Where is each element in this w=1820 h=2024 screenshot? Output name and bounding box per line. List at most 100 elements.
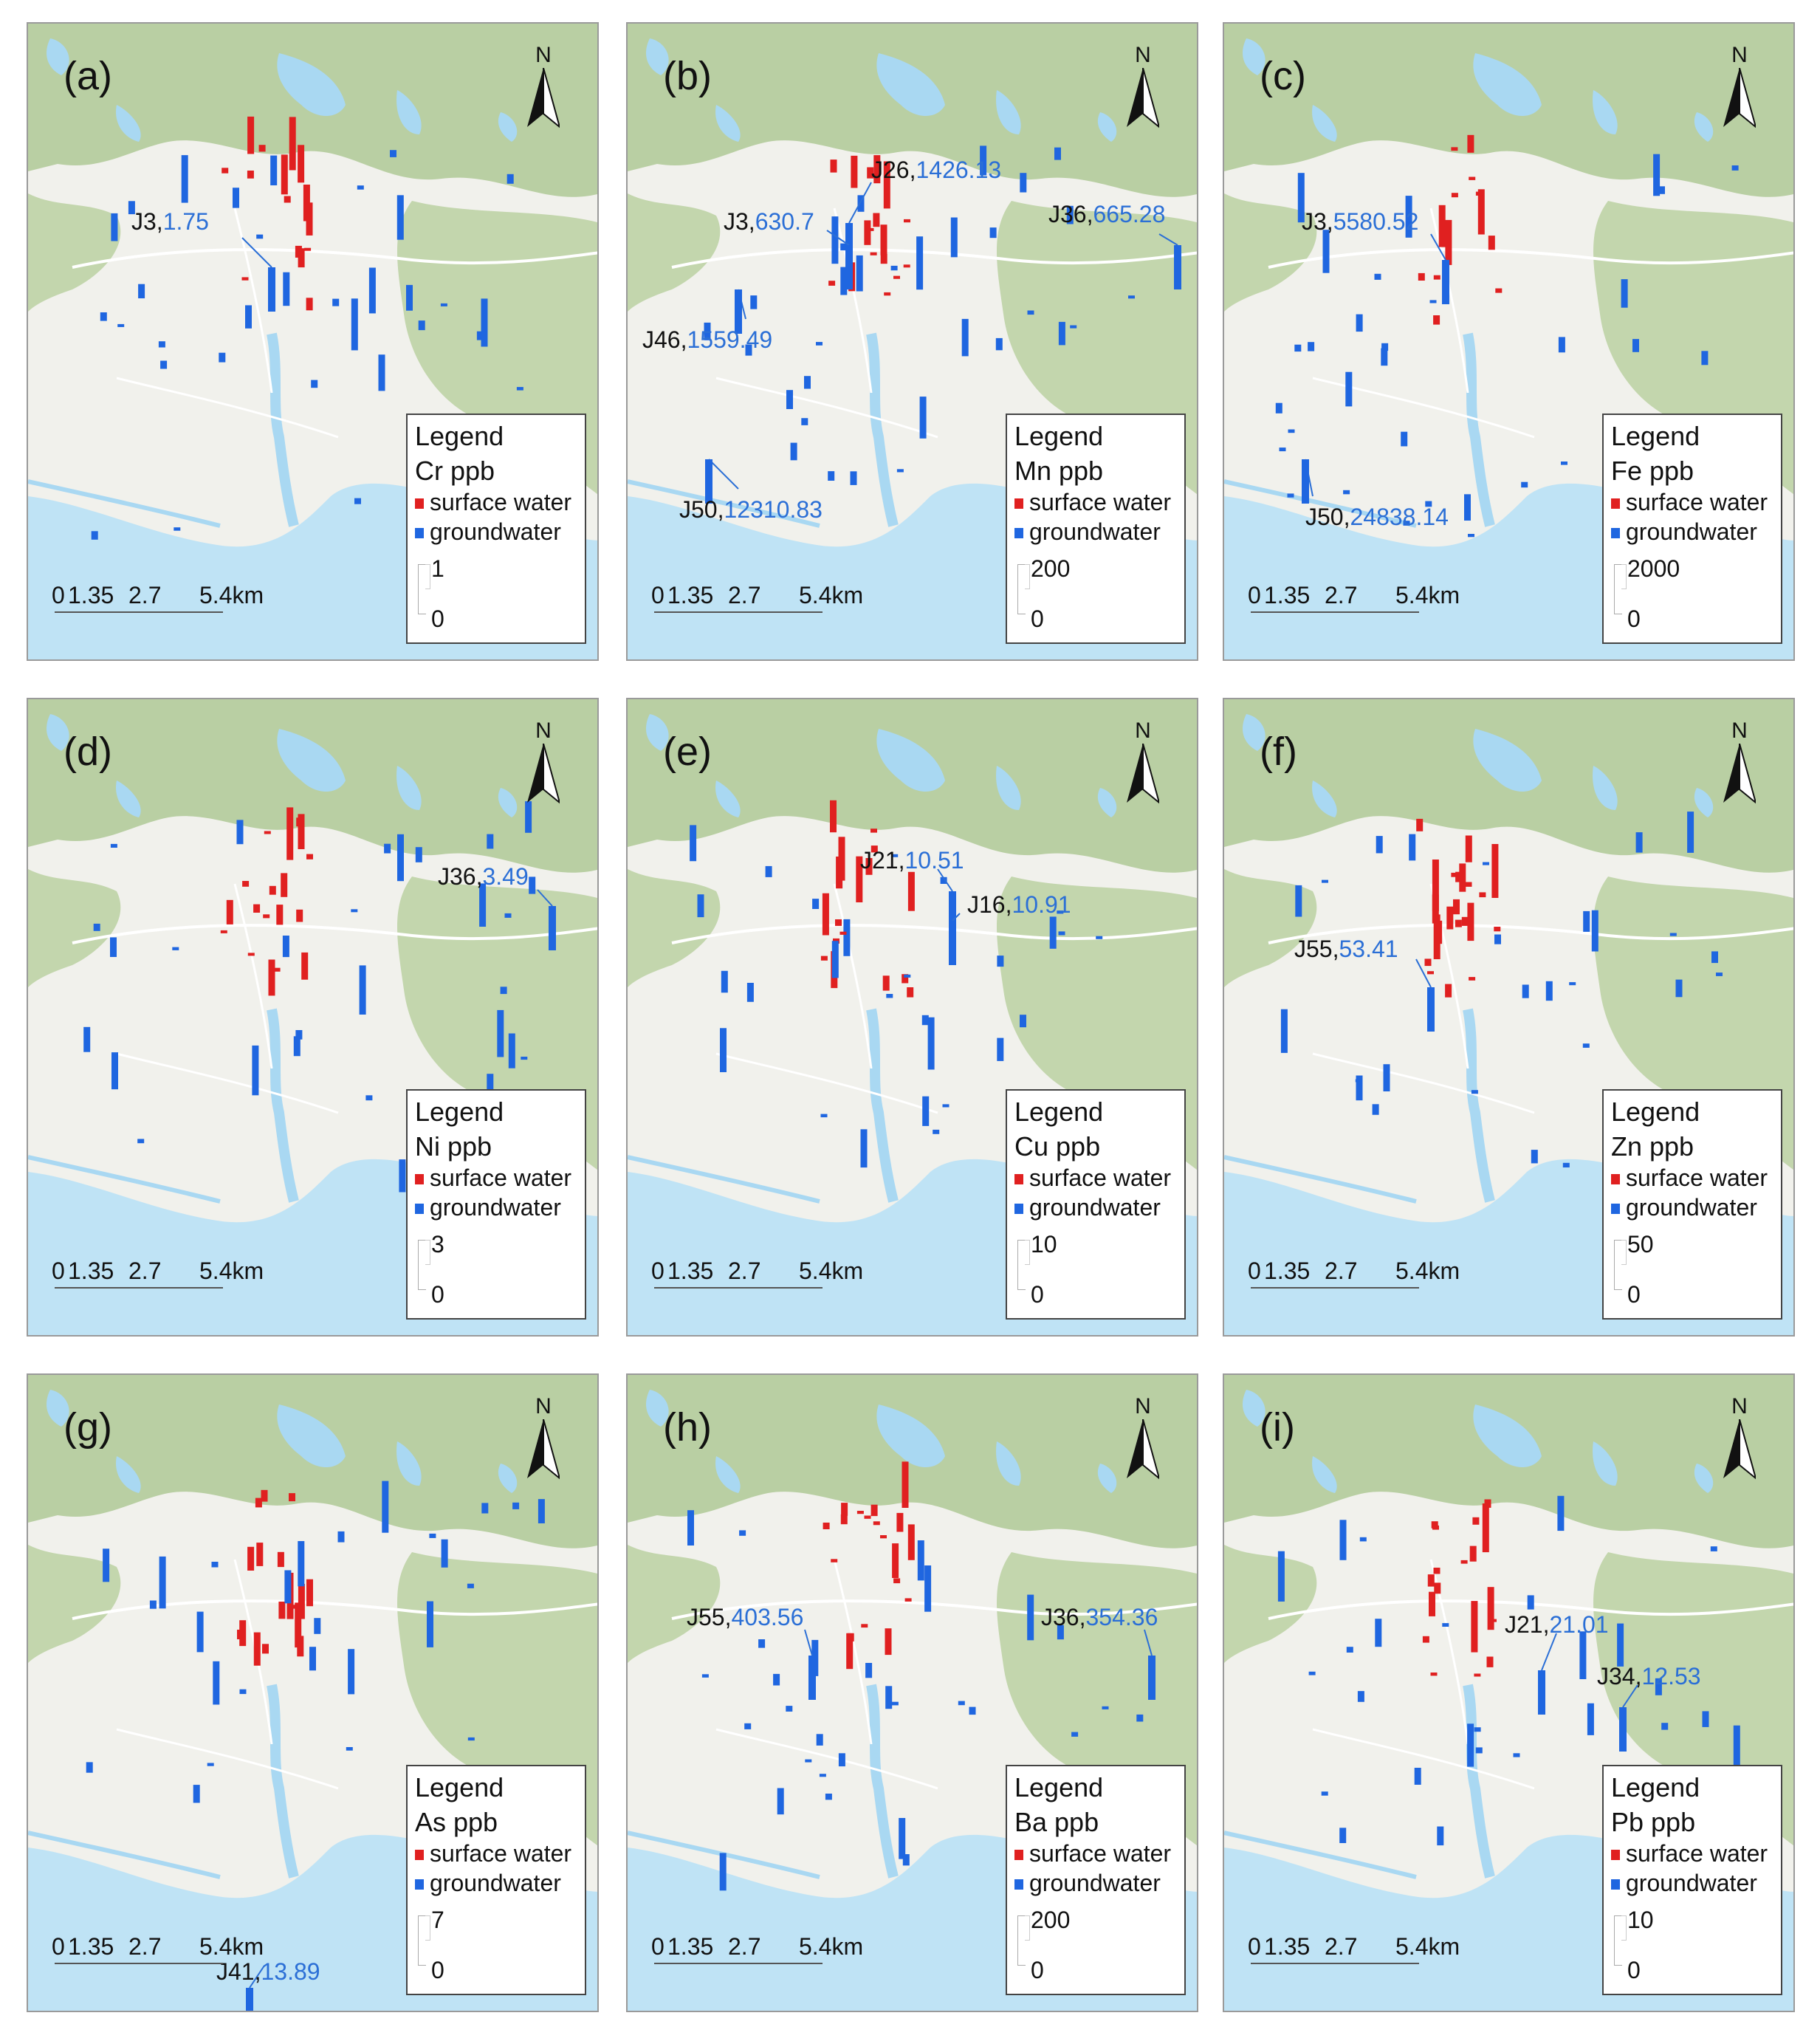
groundwater-bar — [1345, 371, 1353, 407]
legend-element-unit: Ba ppb — [1014, 1807, 1099, 1837]
surface-water-bar — [873, 155, 881, 184]
callout-value: 403.56 — [731, 1604, 804, 1630]
scale-tick: 2.7 — [1325, 1258, 1358, 1284]
surface-water-bar — [884, 292, 891, 296]
groundwater-bar — [1583, 910, 1590, 932]
surface-water-bar — [1469, 1546, 1477, 1562]
groundwater-bar — [476, 331, 484, 340]
callout-site-id: J16, — [967, 891, 1012, 918]
lake-5 — [1097, 788, 1117, 817]
surface-water-bar — [269, 885, 276, 895]
surface-water-bar — [873, 213, 880, 227]
legend-box: Legend Ni ppb surface water groundwater … — [406, 1089, 586, 1320]
surface-water-bar — [865, 858, 873, 875]
north-arrow-icon — [527, 1419, 560, 1480]
north-arrow: N — [521, 1394, 566, 1483]
scale-bar-line — [1251, 1958, 1419, 1964]
legend-box: Legend As ppb surface water groundwater … — [406, 1765, 586, 1995]
lake-4 — [646, 38, 669, 75]
surface-water-bar — [1459, 863, 1466, 892]
groundwater-bar — [744, 1723, 752, 1729]
callout-value: 13.89 — [261, 1958, 320, 1985]
highlighted-sample-bar — [1427, 987, 1435, 1032]
callout-leader-line — [1622, 1684, 1638, 1708]
surface-water-bar — [907, 871, 915, 911]
groundwater-bar — [989, 227, 997, 239]
surface-water-bar — [306, 854, 313, 860]
legend-scale-max: 1 — [431, 555, 444, 582]
surface-water-bar — [1429, 1591, 1435, 1616]
lake-2 — [396, 90, 422, 134]
callout-site-id: J36, — [1041, 1604, 1086, 1630]
groundwater-bar — [497, 1009, 504, 1057]
highlighted-sample-bar — [1148, 1656, 1155, 1700]
callout-site-id: J50, — [679, 496, 724, 523]
north-arrow: N — [521, 718, 566, 807]
surface-water-bar — [296, 909, 303, 922]
groundwater-bar — [1522, 984, 1529, 998]
surface-water-bar — [284, 196, 291, 203]
lake-1 — [277, 729, 346, 792]
callout-value: 12.53 — [1641, 1663, 1701, 1689]
surface-water-bar — [883, 161, 890, 209]
river — [866, 1008, 899, 1203]
groundwater-bar — [1617, 1623, 1624, 1667]
groundwater-bar — [816, 1734, 823, 1746]
surface-water-bar — [1416, 818, 1424, 831]
callout-site-id: J3, — [131, 208, 163, 235]
surface-water-bar — [870, 845, 878, 853]
sample-callout: J36,354.36 — [1041, 1604, 1158, 1631]
legend-groundwater: groundwater — [415, 1870, 561, 1897]
groundwater-bar — [1475, 1747, 1483, 1754]
north-arrow-icon — [1723, 1419, 1756, 1480]
north-arrow: N — [1717, 43, 1762, 131]
groundwater-bar — [1494, 934, 1501, 944]
hills-west — [28, 869, 121, 987]
groundwater-bar — [219, 352, 226, 363]
legend-scale-min: 0 — [1627, 1281, 1641, 1308]
legend-groundwater: groundwater — [1014, 518, 1161, 546]
surface-water-bar — [295, 1602, 302, 1648]
surface-water-bar — [820, 956, 828, 961]
surface-water-bar — [289, 117, 296, 171]
surface-water-bar — [846, 1633, 854, 1670]
groundwater-bar — [1483, 862, 1489, 865]
groundwater-bar — [765, 865, 772, 877]
hills-west — [28, 1545, 121, 1663]
groundwater-bar — [160, 360, 168, 369]
callout-leader-line — [952, 913, 961, 922]
callout-value: 5580.52 — [1333, 208, 1419, 235]
groundwater-bar — [1471, 1090, 1478, 1094]
surface-water-bar — [822, 893, 829, 936]
groundwater-bar — [1020, 1015, 1026, 1028]
legend-bar-scale — [418, 1907, 447, 1980]
scale-tick: 5.4km — [799, 1258, 864, 1284]
groundwater-bar — [1733, 1725, 1740, 1774]
lake-5 — [498, 788, 518, 817]
groundwater-bar — [997, 956, 1004, 967]
surface-water-swatch — [1611, 1850, 1620, 1860]
surface-water-bar — [1451, 147, 1458, 151]
groundwater-bar — [746, 983, 754, 1002]
groundwater-bar — [233, 188, 239, 208]
groundwater-bar — [1409, 834, 1416, 861]
groundwater-bar — [1308, 1671, 1316, 1675]
panel-label: (d) — [63, 730, 112, 774]
surface-water-bar — [1422, 1636, 1429, 1643]
surface-water-bar — [1469, 977, 1476, 981]
legend-scale-min: 0 — [1031, 1281, 1044, 1308]
groundwater-bar — [1557, 1495, 1565, 1531]
surface-water-bar — [253, 904, 261, 913]
callout-leader-line — [1541, 1633, 1557, 1671]
groundwater-bar — [1429, 300, 1437, 303]
groundwater-bar — [1425, 501, 1432, 507]
groundwater-bar — [1054, 147, 1061, 160]
road-3 — [715, 1728, 938, 1790]
groundwater-bar — [1401, 431, 1408, 447]
surface-water-bar — [258, 145, 266, 152]
callout-site-id: J21, — [860, 847, 905, 874]
groundwater-bar — [1288, 429, 1295, 433]
surface-water-bar — [1453, 899, 1460, 915]
lake-4 — [1243, 714, 1266, 751]
groundwater-bar — [359, 965, 366, 1015]
